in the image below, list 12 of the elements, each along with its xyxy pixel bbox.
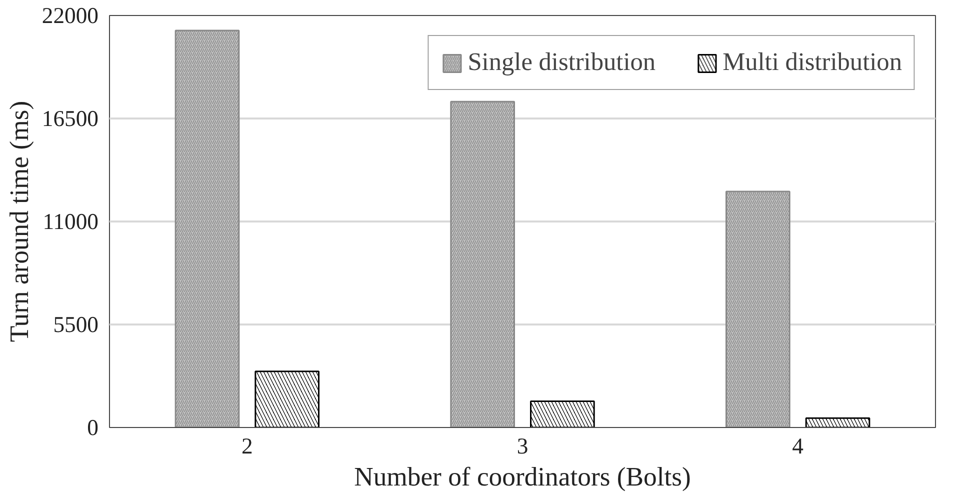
y-tick-label: 22000 <box>42 3 98 28</box>
x-tick-label: 3 <box>516 434 528 458</box>
x-tick-label: 4 <box>792 434 804 458</box>
y-tick-label: 5500 <box>53 312 98 337</box>
legend-label: Multi distribution <box>722 48 902 77</box>
x-tick-label: 2 <box>242 434 253 458</box>
legend-label: Single distribution <box>468 48 656 77</box>
y-tick-label: 16500 <box>42 106 98 131</box>
y-tick-label: 0 <box>87 415 98 440</box>
y-tick-label: 11000 <box>42 209 99 234</box>
y-axis-title: Turn around time (ms) <box>4 100 34 342</box>
x-axis-title: Number of coordinators (Bolts) <box>354 462 691 492</box>
